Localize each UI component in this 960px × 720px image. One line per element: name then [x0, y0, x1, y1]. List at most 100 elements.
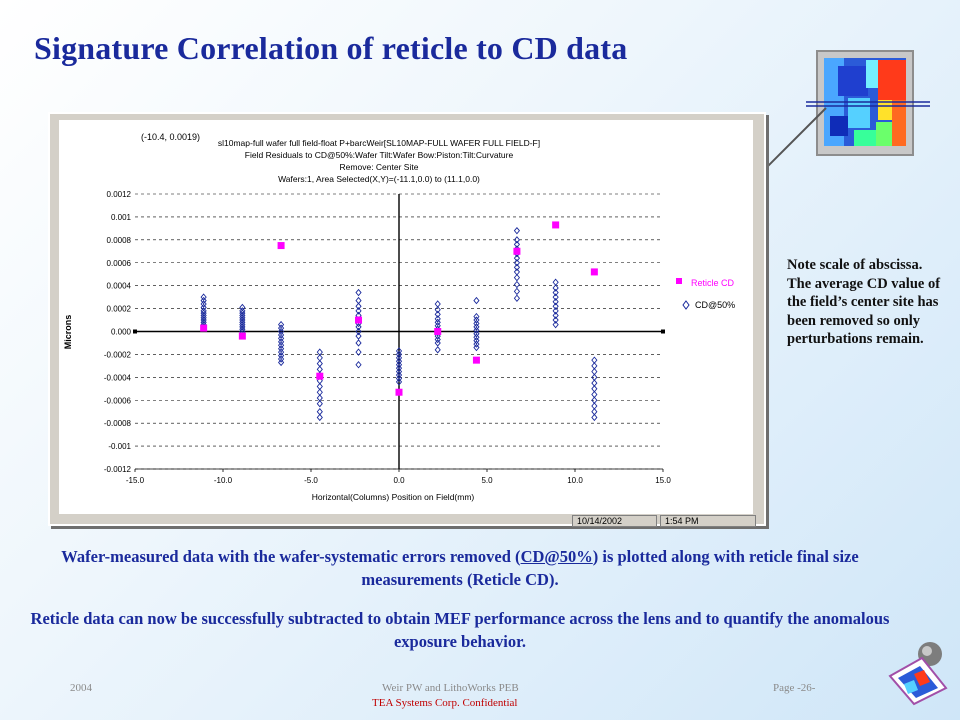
cd50-point: [277, 351, 285, 360]
cd50-point: [552, 320, 559, 329]
reticle-cd-point: [472, 356, 480, 364]
cd50-point: [513, 236, 521, 244]
x-tick-label: -5.0: [304, 476, 318, 485]
cd50-point: [239, 316, 246, 324]
cd50-point: [473, 330, 480, 338]
cd50-point: [355, 361, 362, 369]
cd50-point: [239, 311, 246, 320]
cd50-point: [473, 326, 480, 335]
cd50-point: [277, 358, 285, 367]
cd50-point: [513, 226, 521, 235]
x-tick-label: 0.0: [393, 476, 405, 485]
cd50-point: [200, 296, 207, 305]
cd50-point: [277, 344, 285, 353]
cd50-point: [513, 254, 521, 262]
cd50-point: [552, 288, 559, 297]
cd50-point: [473, 343, 480, 352]
chart-header-line-2: Field Residuals to CD@50%:Wafer Tilt:Waf…: [245, 150, 514, 160]
reticle-cd-point: [277, 242, 285, 250]
y-tick-label: -0.0008: [104, 419, 132, 428]
reticle-cd-point: [395, 388, 403, 396]
reticle-cd-point: [552, 221, 560, 229]
cd50-point: [552, 293, 559, 301]
y-tick-label: 0.0006: [107, 259, 132, 268]
caption-1: Wafer-measured data with the wafer-syste…: [20, 545, 900, 591]
footer-year: 2004: [70, 682, 92, 694]
cd50-point: [316, 399, 323, 408]
cd50-point: [395, 374, 403, 383]
chart-panel: (-10.4, 0.0019) sl10map-full wafer full …: [59, 120, 753, 514]
cd50-point: [200, 316, 207, 324]
y-tick-label: 0.001: [111, 213, 132, 222]
cd50-point: [277, 331, 285, 339]
cd50-point: [473, 296, 480, 305]
cd50-point: [200, 293, 207, 301]
coord-readout: (-10.4, 0.0019): [141, 132, 200, 142]
cd50-point: [434, 335, 441, 344]
cd50-point: [395, 350, 403, 359]
y-tick-label: -0.001: [108, 442, 131, 451]
cd50-point: [552, 302, 559, 310]
y-tick-label: 0.0002: [107, 305, 132, 314]
cd50-point: [513, 263, 521, 272]
cd50-point: [355, 323, 362, 331]
cd50-point: [395, 371, 403, 379]
cd50-point: [473, 319, 480, 328]
cd50-point: [434, 332, 441, 340]
cd50-point: [395, 347, 403, 355]
zero-line-marker: [661, 329, 665, 334]
x-tick-label: -15.0: [126, 476, 145, 485]
cd50-link[interactable]: CD@50%: [520, 547, 593, 566]
legend: Reticle CD CD@50%: [676, 278, 735, 310]
cd50-point: [200, 311, 207, 320]
cd50-point: [277, 320, 285, 329]
y-tick-label: 0.0004: [107, 282, 132, 291]
cd50-point: [434, 346, 441, 354]
status-time: 1:54 PM: [660, 515, 756, 527]
footer-page-number: Page -26-: [773, 682, 816, 694]
cd50-point: [355, 348, 362, 356]
reticle-cd-point: [590, 268, 598, 276]
status-date: 10/14/2002: [572, 515, 657, 527]
y-axis-title: Microns: [63, 315, 73, 350]
cd50-point: [434, 318, 441, 327]
cd50-point: [473, 316, 480, 324]
x-axis-title: Horizontal(Columns) Position on Field(mm…: [312, 492, 475, 502]
y-tick-label: -0.0004: [104, 373, 132, 382]
y-tick-label: 0.0012: [107, 190, 132, 199]
scatter-chart: (-10.4, 0.0019) sl10map-full wafer full …: [63, 132, 735, 502]
cd50-point: [200, 309, 207, 317]
cd50-point: [473, 312, 480, 321]
cd50-point: [395, 357, 403, 365]
cd50-point: [513, 240, 521, 249]
zero-line-marker: [133, 329, 137, 334]
cd50-point: [395, 367, 403, 376]
caption-2: Reticle data can now be successfully sub…: [30, 609, 890, 651]
footer-center: Weir PW and LithoWorks PEB: [382, 682, 519, 694]
cd50-point: [473, 323, 480, 331]
cd50-point: [355, 327, 362, 336]
chart-header-line-3: Remove: Center Site: [340, 162, 419, 172]
cd50-point: [239, 318, 246, 327]
cd50-point: [277, 348, 285, 356]
cd50-point: [395, 364, 403, 372]
logo-icon: [888, 642, 948, 706]
x-tick-label: 5.0: [481, 476, 493, 485]
cd50-point: [316, 413, 323, 422]
cd50-point: [395, 361, 403, 369]
cd50-point: [552, 311, 559, 320]
cd50-point: [200, 300, 207, 308]
reticle-cd-point: [316, 372, 324, 380]
cd50-point: [277, 338, 285, 346]
cd50-point: [239, 307, 246, 315]
cd50-point: [277, 334, 285, 343]
x-tick-label: 15.0: [655, 476, 671, 485]
legend-label-reticle-cd: Reticle CD: [691, 278, 735, 288]
cd50-point: [239, 325, 246, 333]
cd50-point: [355, 302, 362, 310]
cd50-point: [239, 309, 246, 317]
thumbnail-callout-lines: [806, 101, 930, 107]
cd50-point: [200, 314, 207, 322]
caption-1-pre: Wafer-measured data with the wafer-syste…: [61, 547, 521, 566]
y-tick-label: 0.0008: [107, 236, 132, 245]
